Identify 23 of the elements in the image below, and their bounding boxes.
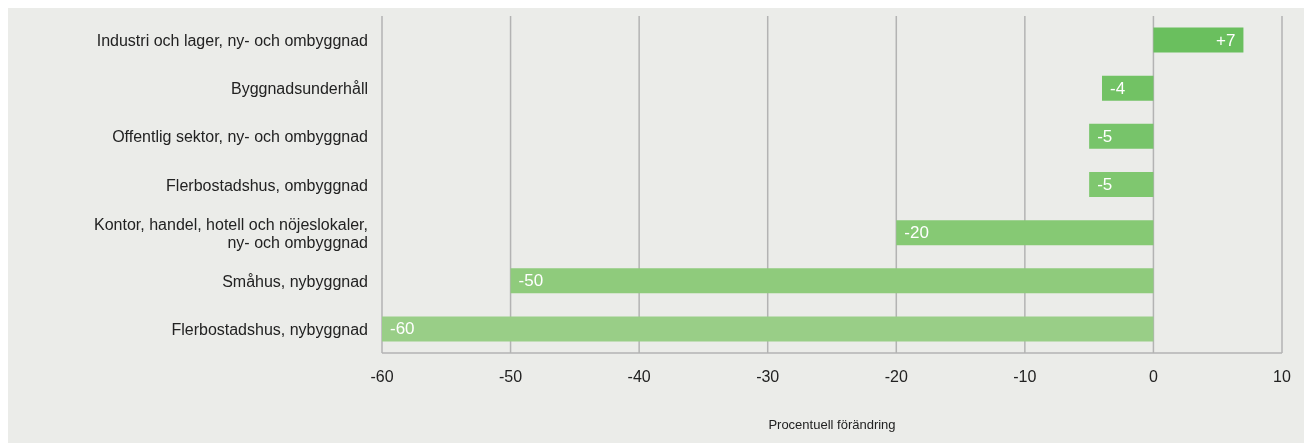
x-axis-title: Procentuell förändring [768,417,896,432]
data-label: -5 [1097,126,1113,146]
y-tick-label: Flerbostadshus, nybyggnad [171,320,368,338]
x-tick-label: -60 [370,368,394,386]
x-tick-label: 10 [1273,368,1291,386]
x-tick-label: -50 [499,368,523,386]
y-tick-label: Offentlig sektor, ny- och ombyggnad [112,127,368,145]
x-tick-label: -10 [1013,368,1037,386]
x-tick-label: 0 [1148,368,1158,386]
y-tick-label: Flerbostadshus, ombyggnad [166,176,368,193]
data-label: +7 [1216,30,1236,50]
y-tick-label: Industri och lager, ny- och ombyggnad [96,31,368,49]
x-tick-label: -30 [756,368,780,386]
x-tick-label: -20 [884,368,908,386]
data-label: -60 [390,319,415,339]
y-tick-label: Småhus, nybyggnad [222,272,368,290]
data-label: -5 [1097,174,1113,194]
x-tick-label: -40 [627,368,651,386]
data-label: -50 [518,271,544,291]
data-label: -20 [904,223,929,243]
y-tick-label: Kontor, handel, hotell och nöjeslokaler, ny- och ombyggnad [94,215,368,251]
data-label: -4 [1110,78,1126,98]
y-tick-label: Byggnadsunderhåll [231,79,368,97]
